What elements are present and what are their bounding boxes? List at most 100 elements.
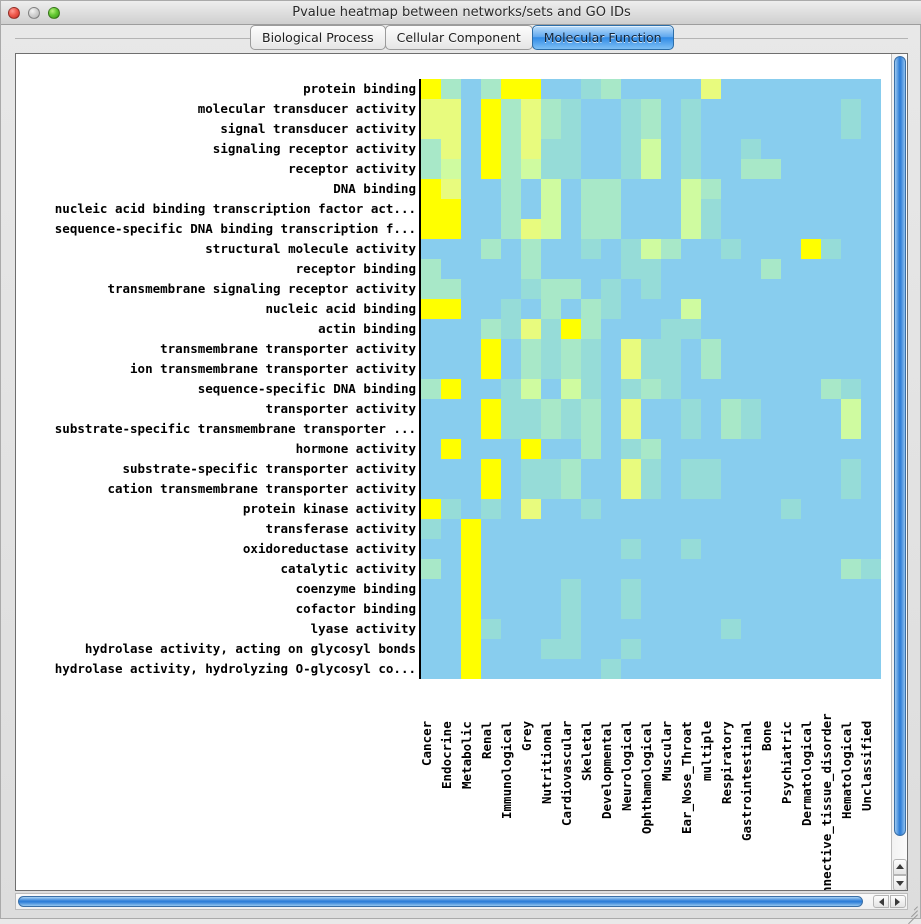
heatmap-cell[interactable]: [461, 599, 481, 619]
heatmap-cell[interactable]: [841, 539, 861, 559]
heatmap-cell[interactable]: [581, 139, 601, 159]
heatmap-cell[interactable]: [841, 619, 861, 639]
heatmap-cell[interactable]: [541, 659, 561, 679]
heatmap-cell[interactable]: [581, 639, 601, 659]
heatmap-cell[interactable]: [661, 439, 681, 459]
heatmap-cell[interactable]: [761, 379, 781, 399]
heatmap-cell[interactable]: [721, 79, 741, 99]
heatmap-cell[interactable]: [821, 239, 841, 259]
heatmap-cell[interactable]: [501, 479, 521, 499]
heatmap-cell[interactable]: [621, 359, 641, 379]
heatmap-cell[interactable]: [701, 279, 721, 299]
heatmap-cell[interactable]: [541, 479, 561, 499]
heatmap-cell[interactable]: [781, 319, 801, 339]
heatmap-cell[interactable]: [721, 339, 741, 359]
heatmap-cell[interactable]: [581, 499, 601, 519]
heatmap-cell[interactable]: [801, 139, 821, 159]
heatmap-cell[interactable]: [801, 579, 821, 599]
heatmap-cell[interactable]: [521, 259, 541, 279]
heatmap-cell[interactable]: [841, 419, 861, 439]
heatmap-cell[interactable]: [721, 459, 741, 479]
heatmap-cell[interactable]: [481, 299, 501, 319]
heatmap-cell[interactable]: [861, 159, 881, 179]
heatmap-cell[interactable]: [541, 339, 561, 359]
heatmap-cell[interactable]: [461, 339, 481, 359]
heatmap-cell[interactable]: [781, 179, 801, 199]
heatmap-cell[interactable]: [741, 439, 761, 459]
heatmap-cell[interactable]: [781, 199, 801, 219]
heatmap-cell[interactable]: [561, 419, 581, 439]
heatmap-cell[interactable]: [681, 359, 701, 379]
heatmap-cell[interactable]: [741, 319, 761, 339]
heatmap-cell[interactable]: [781, 339, 801, 359]
heatmap-cell[interactable]: [801, 359, 821, 379]
heatmap-cell[interactable]: [421, 479, 441, 499]
heatmap-cell[interactable]: [421, 459, 441, 479]
heatmap-cell[interactable]: [541, 319, 561, 339]
heatmap-cell[interactable]: [641, 359, 661, 379]
heatmap-cell[interactable]: [541, 619, 561, 639]
heatmap-cell[interactable]: [661, 219, 681, 239]
heatmap-cell[interactable]: [801, 319, 821, 339]
heatmap-cell[interactable]: [561, 279, 581, 299]
heatmap-cell[interactable]: [641, 299, 661, 319]
heatmap-cell[interactable]: [561, 439, 581, 459]
heatmap-cell[interactable]: [661, 79, 681, 99]
heatmap-cell[interactable]: [681, 99, 701, 119]
heatmap-cell[interactable]: [681, 339, 701, 359]
heatmap-cell[interactable]: [501, 459, 521, 479]
heatmap-cell[interactable]: [721, 439, 741, 459]
heatmap-cell[interactable]: [501, 139, 521, 159]
heatmap-cell[interactable]: [761, 199, 781, 219]
heatmap-cell[interactable]: [741, 99, 761, 119]
heatmap-cell[interactable]: [541, 79, 561, 99]
heatmap-cell[interactable]: [441, 79, 461, 99]
heatmap-cell[interactable]: [521, 399, 541, 419]
heatmap-cell[interactable]: [761, 259, 781, 279]
vertical-scrollbar-thumb[interactable]: [894, 56, 906, 836]
heatmap-cell[interactable]: [681, 79, 701, 99]
heatmap-cell[interactable]: [541, 199, 561, 219]
heatmap-cell[interactable]: [541, 439, 561, 459]
heatmap-cell[interactable]: [741, 179, 761, 199]
heatmap-cell[interactable]: [741, 639, 761, 659]
heatmap-cell[interactable]: [741, 359, 761, 379]
heatmap-cell[interactable]: [621, 619, 641, 639]
heatmap-cell[interactable]: [861, 659, 881, 679]
heatmap-cell[interactable]: [781, 439, 801, 459]
heatmap-cell[interactable]: [841, 379, 861, 399]
heatmap-cell[interactable]: [481, 259, 501, 279]
heatmap-cell[interactable]: [721, 659, 741, 679]
heatmap-cell[interactable]: [561, 179, 581, 199]
heatmap-cell[interactable]: [501, 539, 521, 559]
heatmap-cell[interactable]: [761, 619, 781, 639]
heatmap-cell[interactable]: [641, 499, 661, 519]
heatmap-cell[interactable]: [781, 299, 801, 319]
heatmap-cell[interactable]: [641, 459, 661, 479]
heatmap-cell[interactable]: [661, 339, 681, 359]
heatmap-cell[interactable]: [661, 519, 681, 539]
scroll-right-icon[interactable]: [890, 895, 906, 908]
heatmap-cell[interactable]: [861, 139, 881, 159]
heatmap-cell[interactable]: [501, 399, 521, 419]
heatmap-cell[interactable]: [661, 319, 681, 339]
heatmap-cell[interactable]: [821, 619, 841, 639]
heatmap-cell[interactable]: [561, 479, 581, 499]
heatmap-cell[interactable]: [621, 379, 641, 399]
heatmap-cell[interactable]: [761, 659, 781, 679]
heatmap-cell[interactable]: [601, 559, 621, 579]
heatmap-cell[interactable]: [821, 579, 841, 599]
close-icon[interactable]: [8, 7, 20, 19]
heatmap-cell[interactable]: [841, 219, 861, 239]
heatmap-cell[interactable]: [641, 319, 661, 339]
heatmap-cell[interactable]: [701, 359, 721, 379]
heatmap-cell[interactable]: [501, 99, 521, 119]
heatmap-cell[interactable]: [621, 519, 641, 539]
heatmap-cell[interactable]: [521, 159, 541, 179]
heatmap-cell[interactable]: [481, 399, 501, 419]
heatmap-cell[interactable]: [421, 79, 441, 99]
heatmap-cell[interactable]: [441, 319, 461, 339]
heatmap-cell[interactable]: [701, 79, 721, 99]
heatmap-cell[interactable]: [581, 399, 601, 419]
heatmap-cell[interactable]: [461, 139, 481, 159]
